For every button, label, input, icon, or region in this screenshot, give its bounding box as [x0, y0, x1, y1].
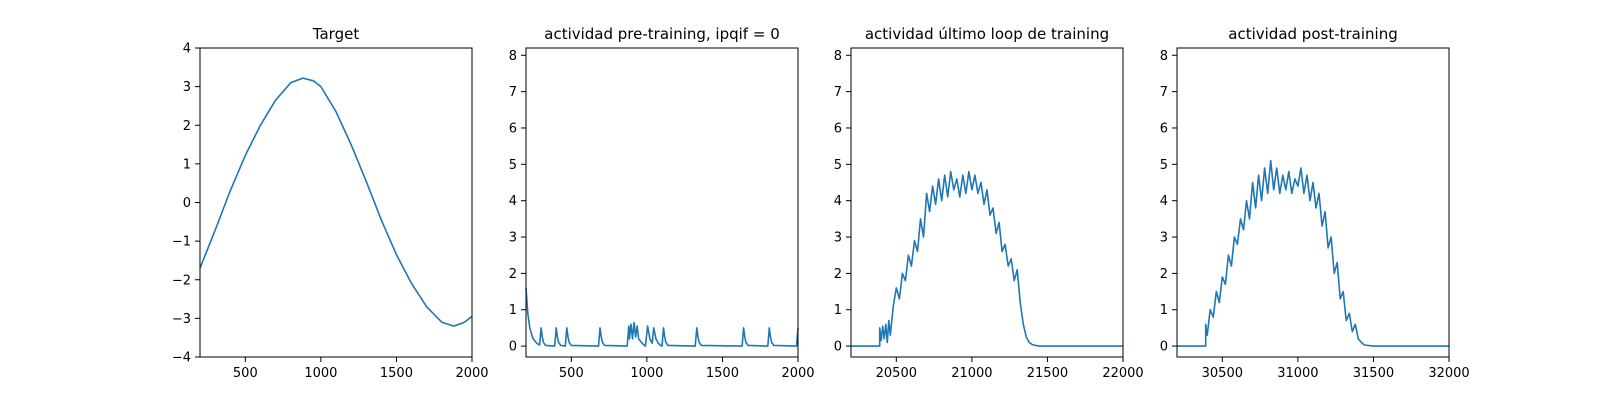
y-tick-label: 1	[183, 157, 191, 172]
y-tick-label: 4	[509, 194, 517, 209]
series-layer	[525, 287, 799, 347]
y-tick-label: 2	[834, 267, 842, 282]
axis-layer: 500 1000 1500 2000 0 1 2 3 4 5 6 7 8	[509, 49, 815, 381]
x-tick-label: 2000	[455, 366, 488, 381]
y-tick-label: 3	[1160, 231, 1168, 246]
chart-title: actividad último loop de training	[865, 25, 1109, 43]
y-tick-label: 3	[834, 231, 842, 246]
chart-title: actividad pre-training, ipqif = 0	[544, 25, 780, 43]
series-line	[851, 170, 1123, 347]
plot-frame	[850, 47, 1124, 358]
y-tick-label: 7	[834, 85, 842, 100]
series-line	[1177, 159, 1449, 347]
x-tick-label: 31000	[1277, 366, 1318, 381]
y-tick-label: 6	[509, 121, 517, 136]
y-tick-label: −2	[172, 273, 191, 288]
y-tick-label: −1	[172, 235, 191, 250]
series-layer	[1177, 159, 1449, 347]
x-tick-label: 500	[233, 366, 258, 381]
x-tick-label: 1000	[630, 366, 663, 381]
panel-target: Target 500 1000 1500 2000 −4 −3 −2 −1 0 1 2 3 4	[172, 25, 489, 381]
plot-frame	[525, 47, 799, 358]
y-tick-label: 3	[183, 80, 191, 95]
y-tick-label: 0	[509, 340, 517, 355]
y-tick-label: 4	[834, 194, 842, 209]
plot-frame	[199, 47, 473, 358]
y-tick-label: 7	[509, 85, 517, 100]
x-tick-label: 32000	[1428, 366, 1469, 381]
x-tick-label: 30500	[1202, 366, 1243, 381]
y-tick-label: 0	[1160, 340, 1168, 355]
y-tick-label: 4	[1160, 194, 1168, 209]
x-tick-label: 20500	[876, 366, 917, 381]
series-line	[525, 287, 799, 347]
y-tick-label: 0	[183, 196, 191, 211]
y-tick-label: 4	[183, 42, 191, 57]
x-tick-label: 1500	[706, 366, 739, 381]
y-tick-label: 0	[834, 340, 842, 355]
y-tick-label: 3	[509, 231, 517, 246]
y-tick-label: 8	[509, 49, 517, 64]
x-tick-label: 21500	[1027, 366, 1068, 381]
y-tick-label: 5	[834, 158, 842, 173]
y-tick-label: 2	[1160, 267, 1168, 282]
panel-post-training: actividad post-training 30500 31000 31500 3…	[1160, 25, 1470, 381]
series-line	[199, 77, 473, 327]
y-tick-label: 8	[1160, 49, 1168, 64]
chart-title: Target	[312, 25, 360, 43]
chart-title: actividad post-training	[1228, 25, 1397, 43]
axis-layer: 20500 21000 21500 22000 0 1 2 3 4 5 6 7 8	[834, 49, 1144, 381]
y-tick-label: −4	[172, 351, 191, 366]
y-tick-label: −3	[172, 312, 191, 327]
y-tick-label: 6	[834, 121, 842, 136]
axis-layer: 30500 31000 31500 32000 0 1 2 3 4 5 6 7 8	[1160, 49, 1470, 381]
x-tick-label: 31500	[1353, 366, 1394, 381]
x-tick-label: 21000	[951, 366, 992, 381]
plot-frame	[1176, 47, 1450, 358]
y-tick-label: 7	[1160, 85, 1168, 100]
panel-pre-training: actividad pre-training, ipqif = 0 500 100…	[509, 25, 815, 381]
y-tick-label: 1	[1160, 303, 1168, 318]
y-tick-label: 5	[509, 158, 517, 173]
y-tick-label: 5	[1160, 158, 1168, 173]
y-tick-label: 1	[834, 303, 842, 318]
y-tick-label: 8	[834, 49, 842, 64]
x-tick-label: 1000	[304, 366, 337, 381]
series-layer	[851, 170, 1123, 347]
y-tick-label: 1	[509, 303, 517, 318]
series-layer	[199, 77, 473, 327]
x-tick-label: 22000	[1102, 366, 1143, 381]
x-tick-label: 2000	[781, 366, 814, 381]
x-tick-label: 1500	[380, 366, 413, 381]
y-tick-label: 6	[1160, 121, 1168, 136]
y-tick-label: 2	[183, 119, 191, 134]
x-tick-label: 500	[559, 366, 584, 381]
y-tick-label: 2	[509, 267, 517, 282]
axis-layer: 500 1000 1500 2000 −4 −3 −2 −1 0 1 2 3 4	[172, 42, 489, 382]
panel-last-training-loop: actividad último loop de training 20500 2…	[834, 25, 1144, 381]
